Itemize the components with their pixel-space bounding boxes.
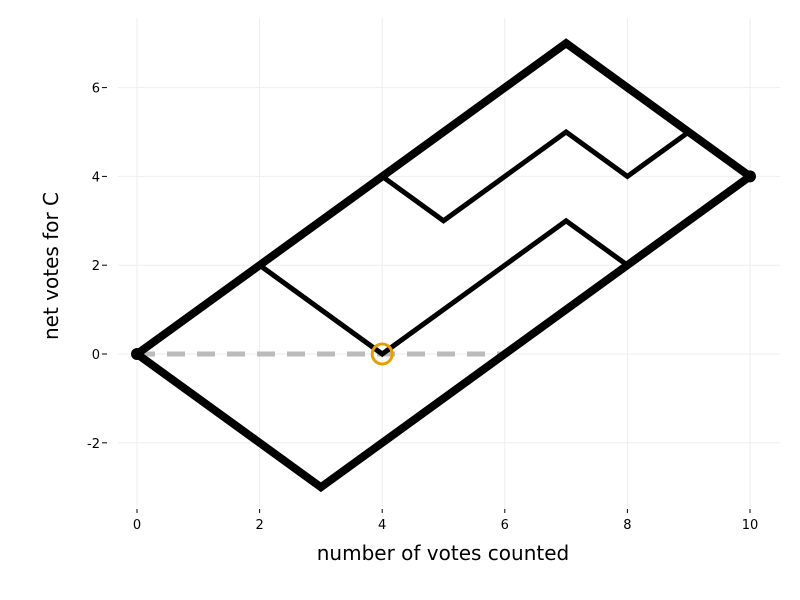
y-tick-label-4: 6 — [92, 82, 100, 97]
axis-ticks: 0 2 4 6 8 10 -2 0 2 4 6 — [87, 82, 758, 533]
x-tick-label-4: 8 — [623, 518, 631, 533]
series-lines — [133, 38, 754, 493]
endpoint-dot-1 — [744, 170, 756, 183]
x-tick-label-5: 10 — [742, 518, 759, 533]
y-tick-label-1: 0 — [92, 348, 100, 363]
series-line-1 — [133, 172, 754, 493]
endpoint-dot-0 — [131, 348, 143, 360]
x-tick-label-1: 2 — [255, 518, 263, 533]
x-tick-label-2: 4 — [378, 518, 386, 533]
x-axis-title: number of votes counted — [317, 541, 569, 565]
y-axis-title: net votes for C — [39, 192, 63, 340]
x-tick-label-3: 6 — [501, 518, 509, 533]
series-line-3 — [379, 128, 692, 224]
highlight-ring-2 — [370, 342, 394, 366]
y-tick-label-0: -2 — [87, 437, 100, 452]
grid — [118, 18, 780, 508]
point-markers — [131, 170, 756, 366]
series-line-2 — [257, 217, 630, 358]
y-tick-label-2: 2 — [92, 259, 100, 274]
x-tick-label-0: 0 — [133, 518, 141, 533]
y-tick-label-3: 4 — [92, 170, 100, 185]
